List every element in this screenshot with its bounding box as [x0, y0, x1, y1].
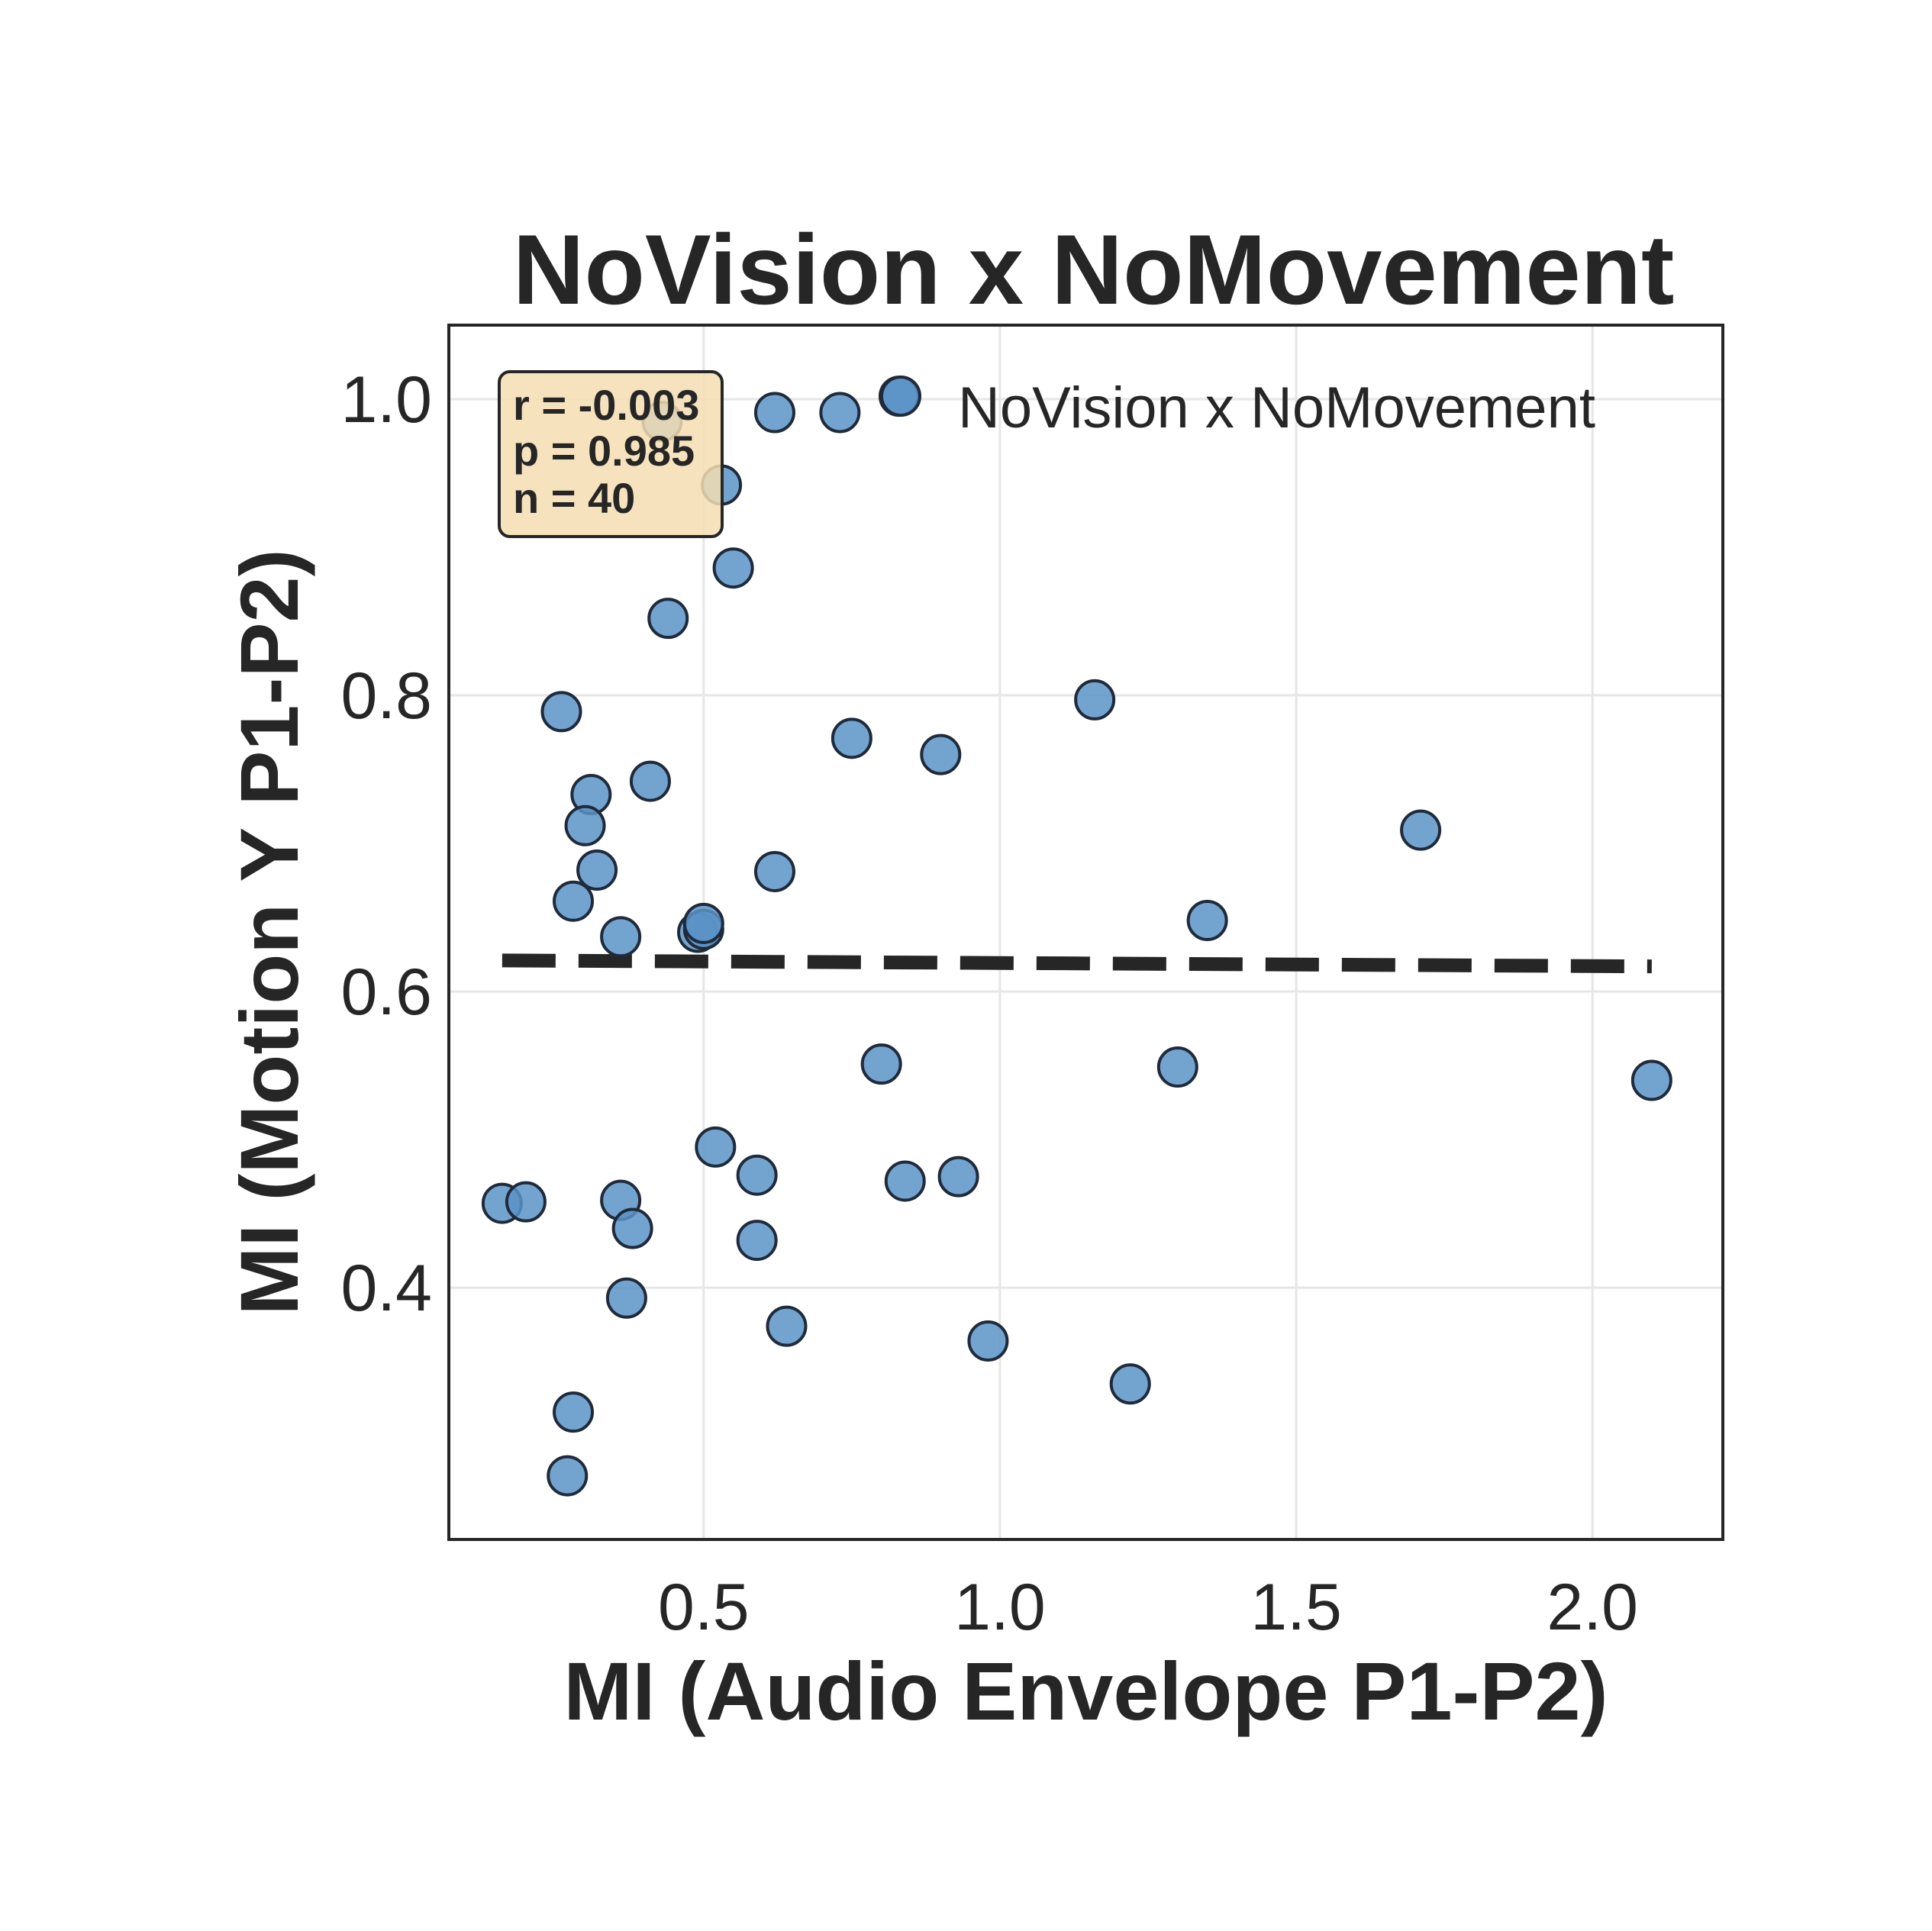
points-layer [481, 376, 1672, 1497]
data-point [576, 849, 618, 891]
data-point [736, 1220, 778, 1262]
data-point [564, 804, 606, 846]
data-point [1156, 1046, 1198, 1088]
data-point [860, 1043, 902, 1085]
y-tick-label: 1.0 [340, 363, 432, 437]
regression-layer [502, 953, 1652, 974]
data-point [819, 392, 861, 434]
data-point [647, 598, 689, 640]
data-point [753, 392, 795, 434]
data-point [553, 880, 595, 922]
ticks-layer: 0.5 1.0 1.5 2.0 0.4 0.6 0.8 1.0 [340, 363, 1638, 1644]
data-point [547, 1455, 589, 1497]
grid [449, 325, 1723, 1539]
data-point [611, 1207, 653, 1249]
y-axis-label: MI (Motion Y P1-P2) [223, 549, 315, 1315]
plot-frame [447, 324, 1724, 1541]
x-tick-label: 1.5 [1250, 1571, 1342, 1644]
data-point [605, 1277, 647, 1319]
stats-p-value: p = 0.985 [513, 427, 695, 475]
data-point [884, 1160, 926, 1202]
data-point [1400, 809, 1442, 851]
data-point [505, 1181, 547, 1223]
stats-annotation: r = -0.003 p = 0.985 n = 40 [498, 370, 724, 538]
data-point [937, 1156, 979, 1198]
data-point [736, 1154, 778, 1196]
legend-marker [880, 376, 921, 417]
data-point [1186, 899, 1228, 941]
regression-line [502, 953, 1652, 974]
x-tick-label: 2.0 [1547, 1571, 1638, 1644]
stats-n-value: n = 40 [513, 474, 635, 522]
data-point [1109, 1363, 1151, 1405]
data-point [682, 902, 724, 944]
y-tick-label: 0.6 [340, 956, 432, 1029]
data-point [1074, 679, 1116, 720]
data-point [712, 547, 754, 589]
data-point [629, 760, 671, 802]
stats-box-background [498, 370, 724, 538]
data-point [553, 1391, 595, 1433]
data-point [600, 916, 642, 958]
x-tick-label: 1.0 [954, 1571, 1046, 1644]
data-point [540, 691, 582, 733]
data-point [831, 717, 872, 759]
y-tick-label: 0.4 [340, 1252, 432, 1325]
data-point [920, 733, 962, 775]
chart-title: NoVision x NoMovement [513, 214, 1675, 325]
legend: NoVision x NoMovement [880, 376, 1595, 440]
data-point [967, 1320, 1009, 1362]
stats-r-value: r = -0.003 [513, 381, 699, 429]
x-tick-label: 0.5 [658, 1571, 750, 1644]
y-tick-label: 0.8 [340, 659, 432, 733]
data-point [753, 850, 795, 892]
data-point [1630, 1059, 1672, 1101]
data-point [695, 1126, 737, 1168]
legend-label: NoVision x NoMovement [958, 376, 1595, 440]
x-axis-label: MI (Audio Envelope P1-P2) [563, 1645, 1608, 1737]
data-point [766, 1305, 808, 1347]
